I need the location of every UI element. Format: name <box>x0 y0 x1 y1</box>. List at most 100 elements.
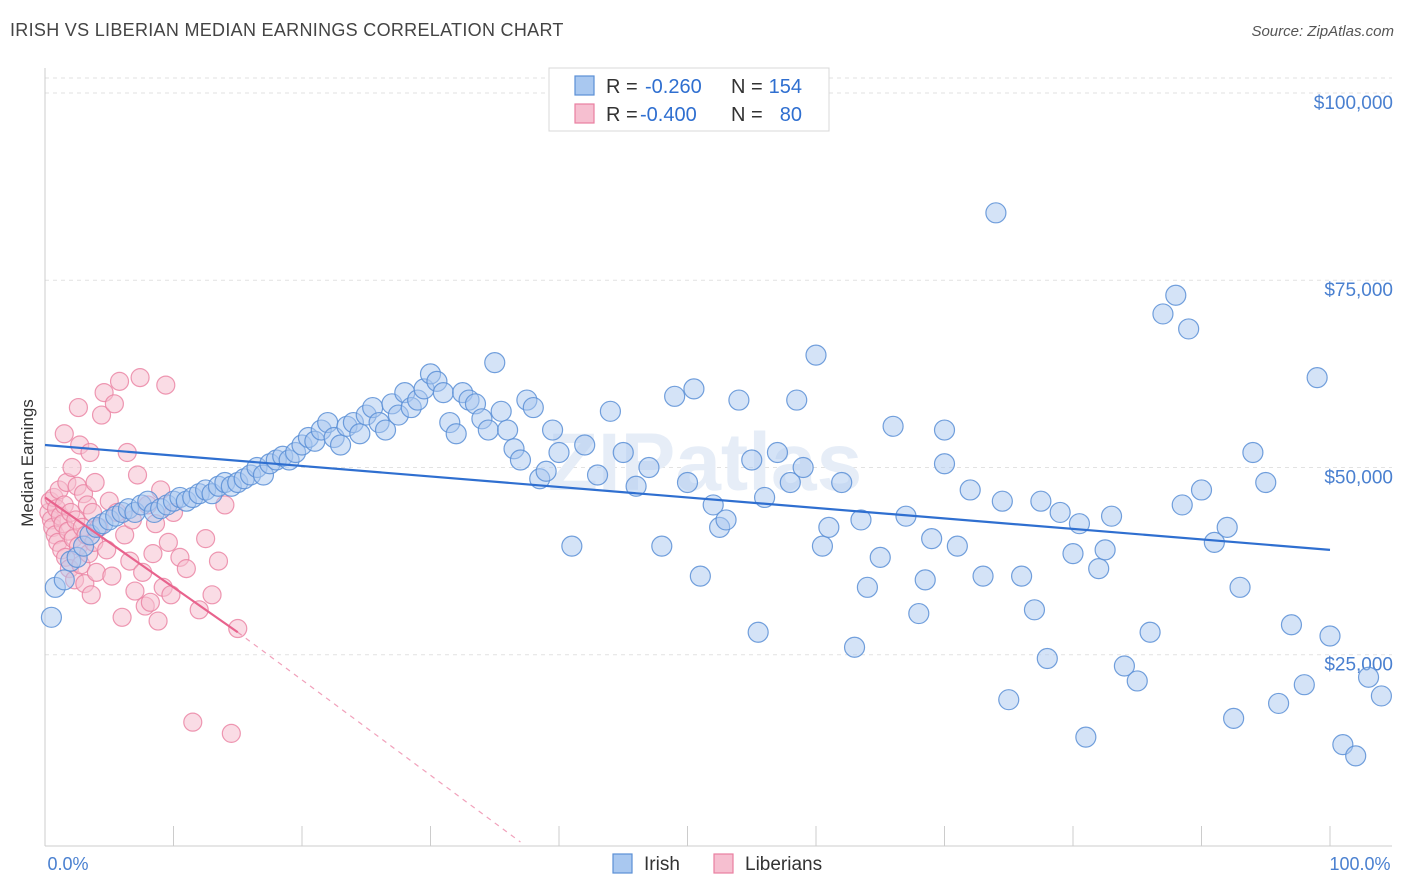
irish-point <box>1306 367 1328 389</box>
irish-point <box>715 509 737 531</box>
irish-point <box>1370 685 1393 707</box>
y-axis-label: Median Earnings <box>18 399 37 527</box>
irish-point <box>991 490 1013 512</box>
legend-swatch-liberians <box>574 103 595 124</box>
irish-point <box>522 396 544 419</box>
bottom-legend-swatch-liberians <box>713 853 734 874</box>
liberian-point <box>202 585 222 605</box>
liberian-point <box>54 424 74 444</box>
irish-point <box>869 546 891 568</box>
irish-point <box>1190 479 1213 501</box>
irish-point <box>1030 490 1052 512</box>
irish-point <box>1010 565 1033 587</box>
irish-point <box>676 471 699 494</box>
irish-point <box>1171 494 1193 516</box>
irish-point <box>1178 318 1200 340</box>
liberian-point <box>112 607 132 627</box>
irish-point <box>908 602 930 625</box>
legend-box: R = -0.260 N = 154 R = -0.400 N = 80 <box>548 67 830 132</box>
irish-point <box>959 479 981 501</box>
liberian-point <box>127 465 148 485</box>
axes <box>44 68 1392 847</box>
irish-point <box>477 419 499 441</box>
irish-point <box>535 460 557 482</box>
irish-point <box>1062 543 1084 565</box>
irish-point <box>638 456 660 479</box>
irish-point <box>53 569 75 591</box>
irish-point <box>818 516 840 539</box>
irish-point <box>1357 666 1380 688</box>
y-tick-label: $25,000 <box>1324 655 1393 676</box>
irish-point <box>432 381 454 404</box>
liberian-point <box>91 405 112 425</box>
liberian-point <box>120 551 140 571</box>
irish-point <box>843 636 866 658</box>
legend-r-label-irish: R = <box>606 76 638 98</box>
irish-point <box>1280 614 1303 636</box>
liberian-point <box>140 592 160 612</box>
irish-point <box>1075 726 1097 748</box>
irish-point <box>1100 505 1123 527</box>
irish-point <box>882 415 904 437</box>
irish-point <box>1229 576 1251 598</box>
irish-point <box>786 389 808 411</box>
legend-n-label-liberians: N = <box>731 104 763 126</box>
chart-title: IRISH VS LIBERIAN MEDIAN EARNINGS CORREL… <box>10 20 564 40</box>
liberian-point <box>102 566 122 586</box>
irish-point <box>349 423 371 445</box>
liberian-point <box>176 559 196 579</box>
irish-point <box>1152 303 1174 325</box>
irish-point <box>1345 745 1367 767</box>
x-tick-label-max: 100.0% <box>1329 854 1390 874</box>
irish-point <box>1216 516 1238 539</box>
irish-point <box>1094 539 1116 561</box>
irish-point <box>805 344 827 366</box>
liberian-point <box>104 394 124 414</box>
irish-point <box>683 378 705 400</box>
y-tick-label: $50,000 <box>1324 467 1393 488</box>
irish-point <box>497 419 519 441</box>
liberian-point <box>158 532 178 552</box>
liberian-point <box>161 585 181 605</box>
irish-point <box>1126 670 1148 692</box>
irish-point <box>933 419 956 441</box>
irish-point <box>1088 558 1110 580</box>
irish-point <box>574 434 596 456</box>
legend-n-label-irish: N = <box>731 76 763 98</box>
legend-r-label-liberians: R = <box>606 104 638 126</box>
liberian-point <box>221 723 241 743</box>
irish-point <box>586 464 609 486</box>
irish-point <box>1223 707 1245 730</box>
irish-point <box>689 565 711 587</box>
irish-point <box>1319 625 1341 647</box>
liberian-point <box>208 551 229 571</box>
liberian-point <box>85 472 105 493</box>
liberian-point <box>81 585 101 605</box>
irish-point <box>1293 674 1315 696</box>
irish-point <box>831 471 853 494</box>
irish-point <box>741 449 763 471</box>
irish-point <box>747 621 769 643</box>
liberian-point <box>80 442 100 463</box>
irish-point <box>625 475 647 497</box>
liberian-point <box>97 540 117 560</box>
liberian-point <box>215 495 235 515</box>
irish-point <box>40 606 63 628</box>
irish-point <box>766 441 789 464</box>
irish-point <box>985 202 1007 224</box>
irish-point <box>1113 655 1136 677</box>
irish-point <box>1255 471 1277 494</box>
irish-point <box>1242 441 1264 464</box>
x-tick-label-min: 0.0% <box>47 854 88 874</box>
liberian-trend-line <box>44 496 239 634</box>
liberian-point <box>189 600 209 620</box>
irish-point <box>374 419 397 441</box>
irish-point <box>1036 647 1058 670</box>
irish-point <box>509 449 532 471</box>
irish-point <box>914 569 936 591</box>
irish-point <box>856 576 879 598</box>
irish-point <box>599 400 622 422</box>
irish-point <box>921 528 943 550</box>
liberian-point <box>109 371 130 391</box>
